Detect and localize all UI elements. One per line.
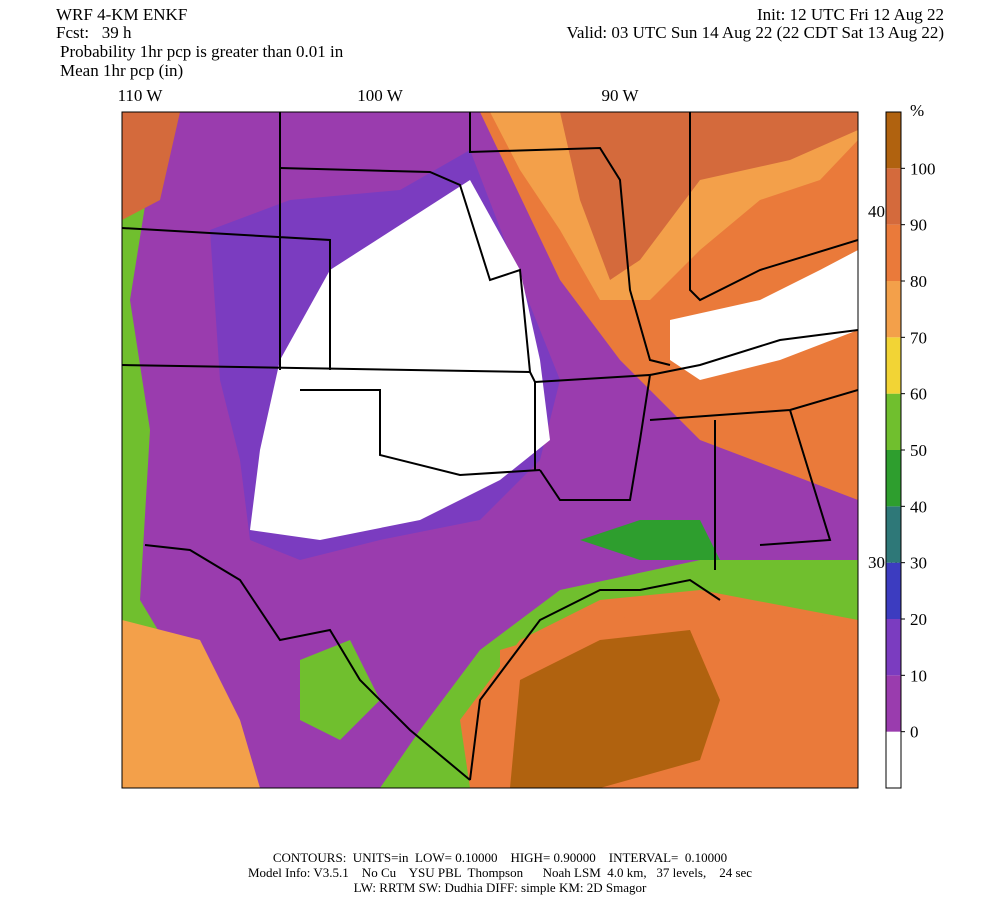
colorbar-label: 70 bbox=[910, 328, 927, 347]
footer-line: LW: RRTM SW: Dudhia DIFF: simple KM: 2D … bbox=[354, 880, 647, 895]
colorbar-segment bbox=[886, 337, 901, 394]
colorbar-label: 100 bbox=[910, 159, 936, 178]
colorbar-segment bbox=[886, 224, 901, 281]
footer-line: Model Info: V3.5.1 No Cu YSU PBL Thompso… bbox=[248, 865, 752, 880]
title: Probability 1hr pcp is greater than 0.01… bbox=[60, 42, 344, 61]
colorbar-label: 90 bbox=[910, 216, 927, 235]
colorbar-segment bbox=[886, 112, 901, 169]
map: 40 N 30 N bbox=[121, 111, 902, 789]
colorbar-unit: % bbox=[910, 101, 924, 120]
subtitle: Mean 1hr pcp (in) bbox=[60, 61, 183, 80]
colorbar-label: 0 bbox=[910, 723, 919, 742]
colorbar-label: 80 bbox=[910, 272, 927, 291]
init: Init: 12 UTC Fri 12 Aug 22 bbox=[757, 5, 944, 24]
colorbar-label: 20 bbox=[910, 610, 927, 629]
colorbar-label: 60 bbox=[910, 385, 927, 404]
colorbar-label: 30 bbox=[910, 554, 927, 573]
colorbar-label: 10 bbox=[910, 666, 927, 685]
colorbar-segment bbox=[886, 731, 901, 788]
colorbar-segment bbox=[886, 281, 901, 338]
colorbar-segment bbox=[886, 675, 901, 732]
colorbar-segment bbox=[886, 168, 901, 225]
colorbar-label: 50 bbox=[910, 441, 927, 460]
valid: Valid: 03 UTC Sun 14 Aug 22 (22 CDT Sat … bbox=[567, 23, 944, 42]
footer-line: CONTOURS: UNITS=in LOW= 0.10000 HIGH= 0.… bbox=[273, 850, 727, 865]
colorbar-label: 40 bbox=[910, 497, 927, 516]
colorbar-segment bbox=[886, 619, 901, 676]
lon-label: 90 W bbox=[602, 86, 640, 105]
lon-label: 100 W bbox=[357, 86, 403, 105]
colorbar: 0 10 20 30 40 50 60 70 80 90 100% bbox=[885, 101, 936, 789]
model: WRF 4-KM ENKF bbox=[56, 5, 187, 24]
colorbar-segment bbox=[886, 562, 901, 619]
colorbar-segment bbox=[886, 450, 901, 507]
colorbar-segment bbox=[886, 393, 901, 450]
fcst: Fcst: 39 h bbox=[56, 23, 132, 42]
colorbar-segment bbox=[886, 506, 901, 563]
lon-label: 110 W bbox=[118, 86, 164, 105]
